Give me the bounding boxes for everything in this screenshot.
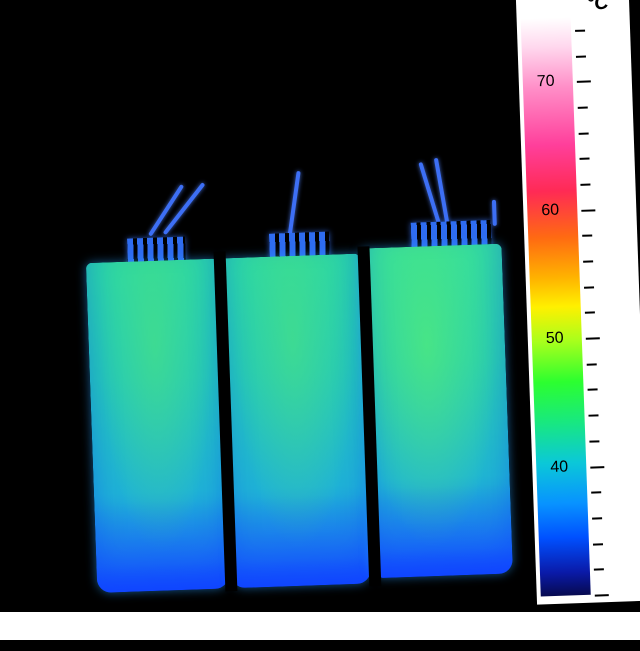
scale-tick — [581, 208, 596, 212]
lead-wire — [491, 199, 497, 226]
scale-label: 50 — [545, 329, 564, 348]
scale-tick — [582, 234, 593, 238]
scale-tick — [577, 106, 588, 109]
scale-tick — [589, 440, 600, 443]
temperature-scale: °C 70 60 50 40 — [515, 0, 640, 605]
scale-tick — [594, 594, 609, 597]
scale-tick — [585, 337, 600, 340]
scale-tick — [592, 542, 604, 546]
scale-tick — [592, 517, 603, 520]
scale-tick — [578, 132, 589, 135]
scale-tick — [580, 183, 591, 186]
scale-label: 40 — [549, 457, 569, 476]
scale-tick — [583, 286, 595, 289]
scale-tick — [588, 414, 599, 417]
scale-tick — [576, 80, 591, 84]
battery-cell-2 — [219, 253, 372, 589]
scale-tick — [587, 388, 598, 392]
thermal-image — [0, 0, 590, 623]
scale-tick — [590, 465, 605, 469]
bottom-border — [0, 612, 640, 640]
scale-tick — [575, 29, 586, 32]
battery-cell-1 — [85, 258, 230, 593]
scale-tick — [591, 491, 602, 494]
scale-tick — [583, 260, 594, 263]
scale-tick — [593, 568, 604, 571]
scale-tick — [575, 55, 586, 58]
lead-wire — [287, 170, 301, 239]
battery-cell-3 — [359, 243, 513, 579]
scale-unit: °C — [585, 0, 609, 15]
scale-label: 70 — [536, 72, 555, 91]
scale-label: 60 — [541, 201, 560, 219]
scale-tick — [579, 157, 590, 161]
scale-tick — [584, 311, 595, 315]
scale-tick — [586, 363, 597, 366]
